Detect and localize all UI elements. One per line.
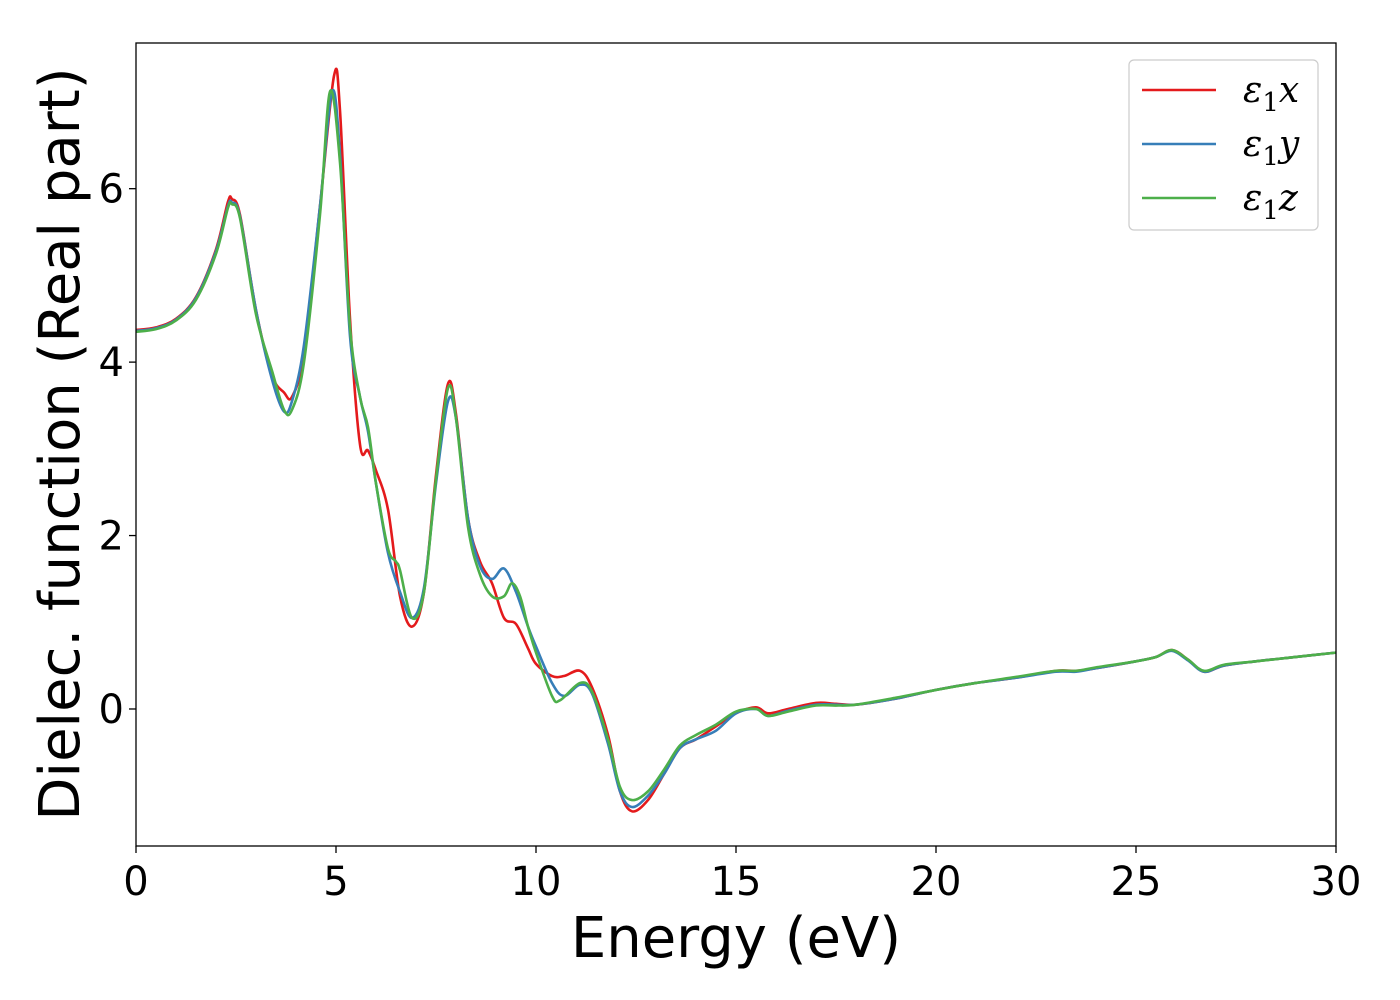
x-tick-label: 10 bbox=[511, 859, 562, 905]
x-axis: 0 5 10 15 20 25 30 bbox=[123, 846, 1361, 905]
y-tick-label: 6 bbox=[99, 167, 124, 213]
y-tick-label: 4 bbox=[99, 340, 124, 386]
x-tick-label: 25 bbox=[1111, 859, 1162, 905]
x-axis-label: Energy (eV) bbox=[571, 906, 901, 971]
x-tick-label: 0 bbox=[123, 859, 148, 905]
x-tick-label: 20 bbox=[911, 859, 962, 905]
x-tick-label: 5 bbox=[323, 859, 348, 905]
y-tick-label: 0 bbox=[99, 687, 124, 733]
legend-label-x: ε1x bbox=[1243, 70, 1299, 118]
series-layer bbox=[136, 67, 1336, 813]
legend-label-z: ε1z bbox=[1243, 178, 1299, 226]
y-tick-label: 2 bbox=[99, 514, 124, 560]
legend-label-y: ε1y bbox=[1243, 124, 1300, 172]
y-axis-label: Dielec. function (Real part) bbox=[28, 67, 93, 820]
series-line-z bbox=[136, 89, 1336, 802]
legend-box bbox=[1128, 59, 1319, 231]
x-tick-label: 30 bbox=[1311, 859, 1362, 905]
y-axis: 0 2 4 6 bbox=[99, 167, 136, 733]
legend: ε1x ε1y ε1z bbox=[1128, 59, 1319, 231]
x-tick-label: 15 bbox=[711, 859, 762, 905]
